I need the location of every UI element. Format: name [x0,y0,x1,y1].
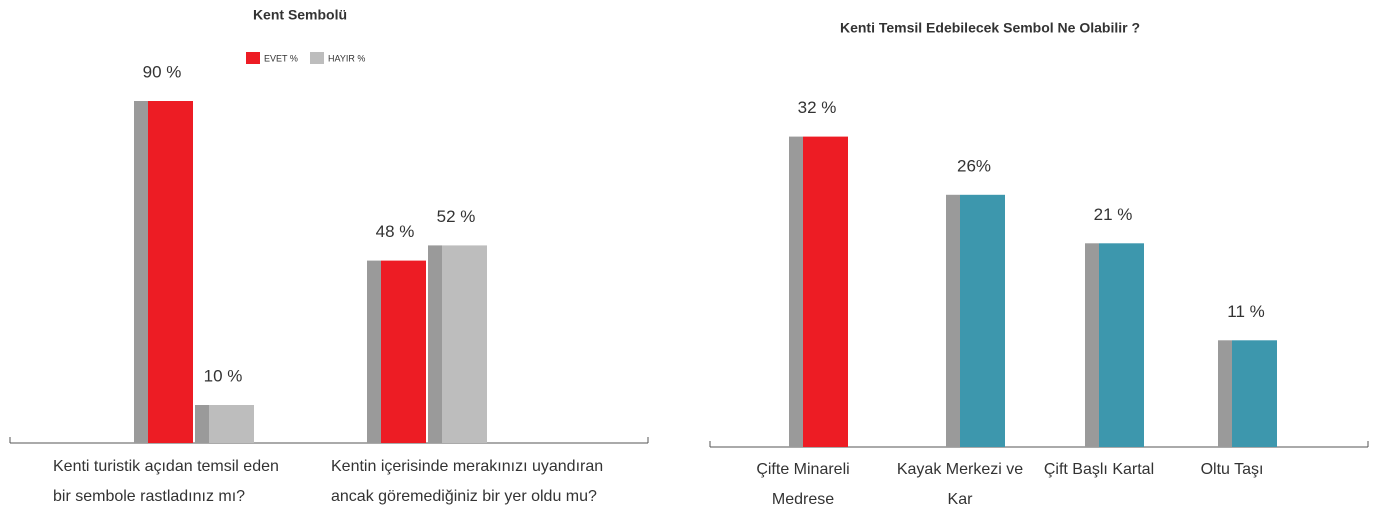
bar [960,194,1005,447]
value-label: 21 % [1094,205,1133,224]
value-label: 10 % [204,366,243,385]
bar-side [195,405,209,443]
legend-swatch [310,52,324,64]
value-label: 48 % [376,222,415,241]
bar-side [789,136,803,447]
x-tick-label: Oltu Taşı [1200,461,1264,478]
bar [148,101,193,443]
bar [442,245,487,443]
bar [803,136,848,447]
chart-title: Kent Sembolü [253,7,347,23]
x-tick-label: Kentin içerisinde merakınızı uyandıran a… [331,458,604,505]
bar [209,405,254,443]
x-tick-label: Çifte Minareli Medrese [756,461,850,508]
value-label: 90 % [143,62,182,81]
legend-label: EVET % [264,53,298,63]
x-tick-label: Kayak Merkezi ve Kar [896,461,1024,508]
legend-label: HAYIR % [328,53,365,63]
chart-title: Kenti Temsil Edebilecek Sembol Ne Olabil… [840,20,1140,36]
value-label: 32 % [798,98,837,117]
bar [1232,340,1277,447]
bar-side [946,194,960,447]
bar-side [428,245,442,443]
legend-swatch [246,52,260,64]
bar-side [134,101,148,443]
value-label: 26% [957,156,991,175]
value-label: 52 % [437,207,476,226]
x-tick-label: Kenti turistik açıdan temsil eden bir se… [53,458,279,505]
bar-side [1218,340,1232,447]
bar [381,260,426,443]
bar-side [1085,243,1099,447]
bar-side [367,260,381,443]
bar [1099,243,1144,447]
x-tick-label: Çift Başlı Kartal [1043,461,1155,478]
value-label: 11 % [1227,302,1265,321]
